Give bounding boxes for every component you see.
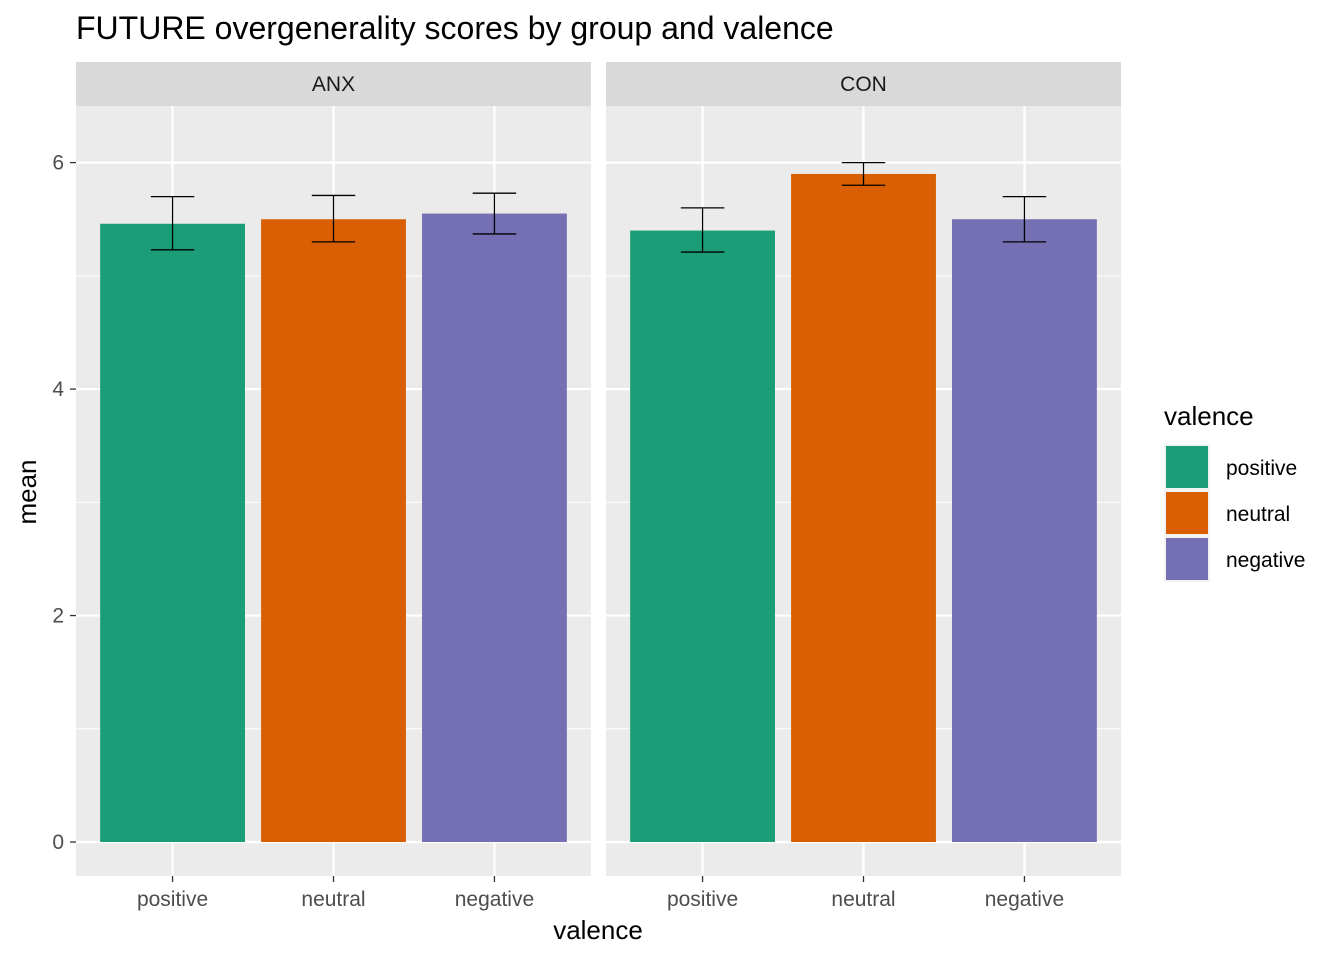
y-tick-label: 4 [52,378,64,401]
x-tick-label: neutral [831,888,895,911]
x-tick-label: negative [455,888,534,911]
error-bar [680,207,725,253]
facet-strip-label: CON [840,73,887,96]
bar-con-positive [630,230,775,843]
x-tick-label: positive [137,888,208,911]
legend-title: valence [1164,401,1254,431]
bar-anx-negative [422,213,567,843]
facet-strip-label: ANX [312,73,355,96]
facet-strip [606,62,1121,106]
error-bar [150,195,195,251]
bar-con-neutral [791,173,936,843]
facet-panel-anx: ANX positive neutral negative [76,62,591,911]
bar-con-negative [952,219,1097,843]
error-bar [311,194,356,243]
error-bar [841,161,886,186]
bar-anx-neutral [261,219,406,843]
x-tick-label: negative [985,888,1064,911]
x-tick-label: neutral [301,888,365,911]
y-tick-label: 0 [52,831,64,854]
facet-panels: ANX positive neutral negative CON positive neu… [76,62,1121,911]
bar-anx-positive [100,223,245,843]
legend: valence positive neutral negative [1164,401,1305,582]
legend-key-negative [1166,538,1208,580]
x-axis-title: valence [553,915,643,945]
chart-title: FUTURE overgenerality scores by group an… [76,10,834,46]
legend-key-neutral [1166,492,1208,534]
error-bar [1002,195,1047,243]
y-tick-label: 2 [52,605,64,628]
legend-key-positive [1166,446,1208,488]
error-bar [472,192,517,235]
y-tick-label: 6 [52,152,64,175]
facet-strip [76,62,591,106]
legend-label-neutral: neutral [1226,503,1290,526]
facet-panel-con: CON positive neutral negative [606,62,1121,911]
y-axis-title: mean [12,459,42,524]
x-tick-label: positive [667,888,738,911]
legend-label-positive: positive [1226,457,1297,480]
legend-label-negative: negative [1226,549,1305,572]
